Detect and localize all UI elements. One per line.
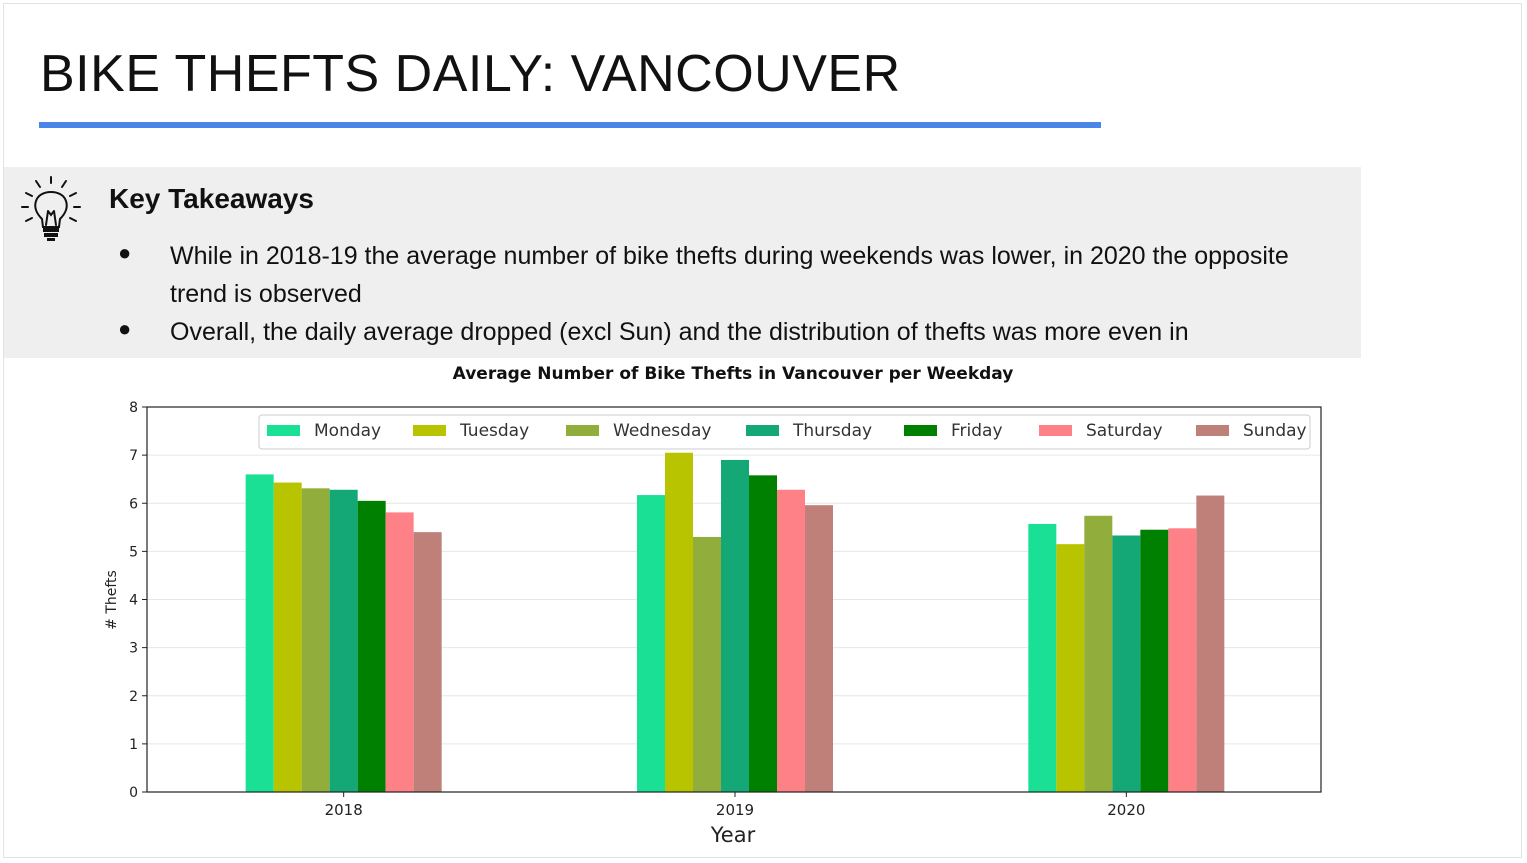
y-tick-label: 6 — [129, 496, 138, 512]
y-tick-label: 1 — [129, 737, 138, 753]
legend-label-wednesday: Wednesday — [613, 421, 711, 441]
bar-thursday-2019 — [721, 459, 749, 792]
legend-swatch-monday — [267, 425, 300, 436]
bar-monday-2020 — [1028, 523, 1057, 792]
bar-sunday-2019 — [805, 505, 833, 792]
key-takeaways-panel: Key Takeaways ● While in 2018-19 the ave… — [4, 167, 1361, 358]
bar-friday-2020 — [1140, 529, 1169, 792]
takeaway-bullet-1: While in 2018-19 the average number of b… — [170, 242, 1289, 308]
legend-swatch-thursday — [746, 425, 779, 436]
y-tick-label: 7 — [129, 448, 138, 464]
legend: Monday Tuesday Wednesday Thursday Friday Satu… — [258, 414, 1311, 450]
bar-tuesday-2019 — [665, 452, 693, 792]
legend-swatch-saturday — [1039, 425, 1072, 436]
slide-frame — [3, 3, 1522, 858]
bar-wednesday-2018 — [301, 488, 330, 792]
legend-swatch-tuesday — [413, 425, 446, 436]
bars — [245, 452, 1225, 792]
x-axis-ticks: 2018 2019 2020 — [325, 792, 1145, 819]
legend-swatch-sunday — [1196, 425, 1229, 436]
bar-friday-2019 — [749, 475, 777, 792]
title-underline — [39, 122, 1101, 128]
bar-wednesday-2019 — [693, 536, 721, 792]
chart-title: Average Number of Bike Thefts in Vancouv… — [453, 364, 1014, 384]
takeaway-bullet-2: Overall, the daily average dropped (excl… — [170, 318, 1189, 346]
bar-monday-2019 — [637, 495, 665, 792]
takeaways-list: ● While in 2018-19 the average number of… — [4, 167, 1361, 358]
y-axis-label: # Thefts — [104, 570, 120, 630]
bar-thursday-2018 — [329, 489, 358, 792]
bar-tuesday-2020 — [1056, 544, 1085, 792]
lightbulb-icon — [21, 176, 81, 241]
bar-wednesday-2020 — [1084, 515, 1113, 792]
bar-saturday-2019 — [777, 489, 805, 792]
legend-swatch-wednesday — [566, 425, 599, 436]
takeaways-heading: Key Takeaways — [109, 183, 314, 214]
legend-swatch-friday — [904, 425, 937, 436]
bar-monday-2018 — [245, 474, 274, 792]
y-tick-label: 0 — [129, 785, 138, 801]
legend-box — [258, 414, 1311, 450]
y-tick-label: 2 — [129, 689, 138, 705]
x-axis-label: Year — [710, 823, 756, 847]
x-tick-label: 2020 — [1107, 801, 1145, 819]
bar-sunday-2018 — [413, 532, 442, 792]
bullet-marker: ● — [118, 316, 132, 341]
x-tick-label: 2018 — [325, 801, 363, 819]
bar-thursday-2020 — [1112, 535, 1141, 792]
bar-tuesday-2018 — [273, 482, 302, 792]
legend-label-sunday: Sunday — [1243, 421, 1307, 441]
legend-label-tuesday: Tuesday — [459, 421, 529, 441]
bullet-marker: ● — [118, 240, 132, 265]
legend-label-friday: Friday — [951, 421, 1003, 441]
bar-saturday-2018 — [385, 512, 414, 792]
bar-chart: Average Number of Bike Thefts in Vancouv… — [104, 364, 1322, 847]
bar-sunday-2020 — [1196, 495, 1225, 792]
legend-label-thursday: Thursday — [792, 421, 872, 441]
y-axis-ticks: 0 1 2 3 4 5 6 7 8 — [129, 400, 147, 801]
legend-label-monday: Monday — [314, 421, 381, 441]
bar-saturday-2020 — [1168, 528, 1197, 792]
y-tick-label: 4 — [129, 593, 138, 609]
x-tick-label: 2019 — [716, 801, 754, 819]
bar-friday-2018 — [357, 500, 386, 792]
slide-title: BIKE THEFTS DAILY: VANCOUVER — [40, 45, 901, 103]
y-tick-label: 5 — [129, 544, 138, 560]
y-tick-label: 8 — [129, 400, 138, 416]
y-tick-label: 3 — [129, 641, 138, 657]
legend-label-saturday: Saturday — [1086, 421, 1163, 441]
